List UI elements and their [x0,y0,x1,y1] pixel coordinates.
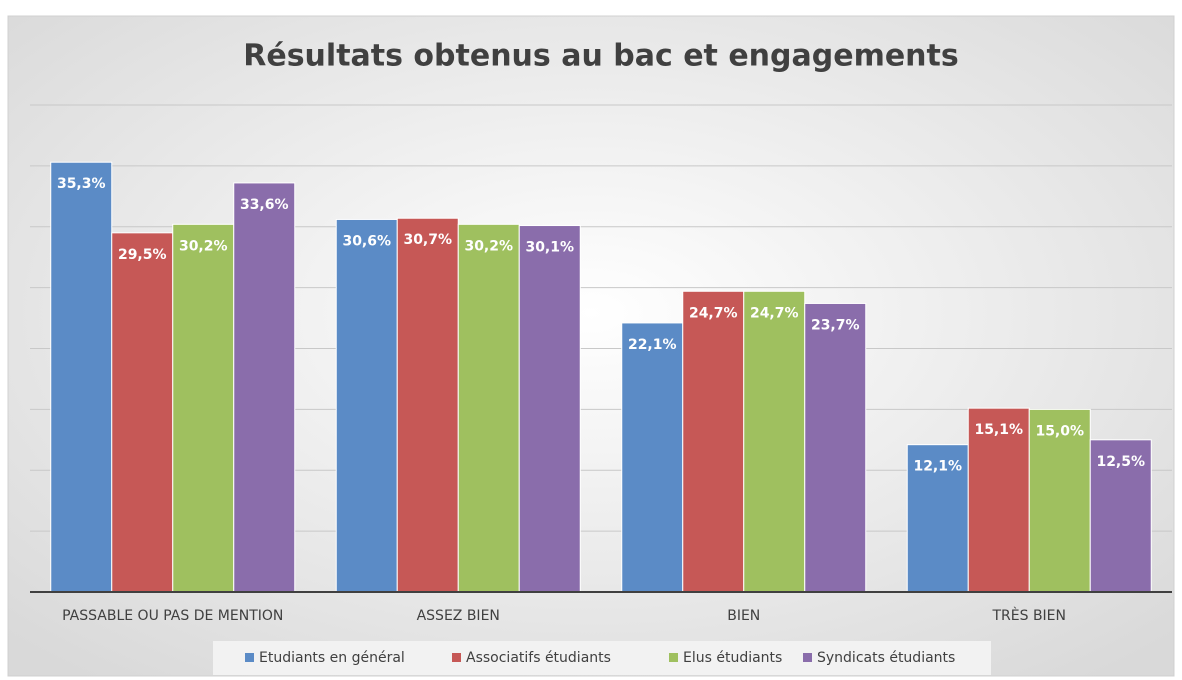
legend-swatch [245,653,254,662]
bar [743,290,806,593]
x-tick-label: PASSABLE OU PAS DE MENTION [62,608,283,624]
legend-swatch [669,653,678,662]
bar [518,225,581,593]
data-label: 12,5% [1096,454,1145,470]
data-label: 30,2% [464,238,513,254]
bar [335,218,398,593]
data-label: 15,1% [974,422,1023,438]
data-label: 30,2% [179,238,228,254]
x-tick-label: TRÈS BIEN [991,607,1066,624]
bar [621,322,684,593]
data-label: 15,0% [1035,423,1084,439]
legend-box [213,641,991,675]
legend-label: Associatifs étudiants [466,650,611,666]
bar [172,223,235,593]
bar [233,182,296,593]
legend-label: Elus étudiants [683,650,782,666]
data-label: 23,7% [811,317,860,333]
bar [111,232,174,593]
data-label: 29,5% [118,247,167,263]
x-tick-label: BIEN [727,608,760,624]
bar [967,407,1030,593]
bar [682,290,745,593]
bar [50,161,113,593]
data-label: 12,1% [913,459,962,475]
x-tick-label: ASSEZ BIEN [417,608,500,624]
legend-swatch [452,653,461,662]
data-label: 33,6% [240,197,289,213]
data-label: 35,3% [57,176,106,192]
data-label: 24,7% [689,305,738,321]
data-label: 24,7% [750,305,799,321]
bar [396,217,459,593]
legend-swatch [803,653,812,662]
bar [804,302,867,593]
legend-label: Syndicats étudiants [817,650,955,666]
data-label: 30,7% [403,232,452,248]
chart-title: Résultats obtenus au bac et engagements [243,39,959,74]
data-label: 30,1% [525,240,574,256]
data-label: 30,6% [342,233,391,249]
bar [1028,408,1091,593]
bar [457,223,520,593]
data-label: 22,1% [628,337,677,353]
legend-label: Etudiants en général [259,650,405,666]
